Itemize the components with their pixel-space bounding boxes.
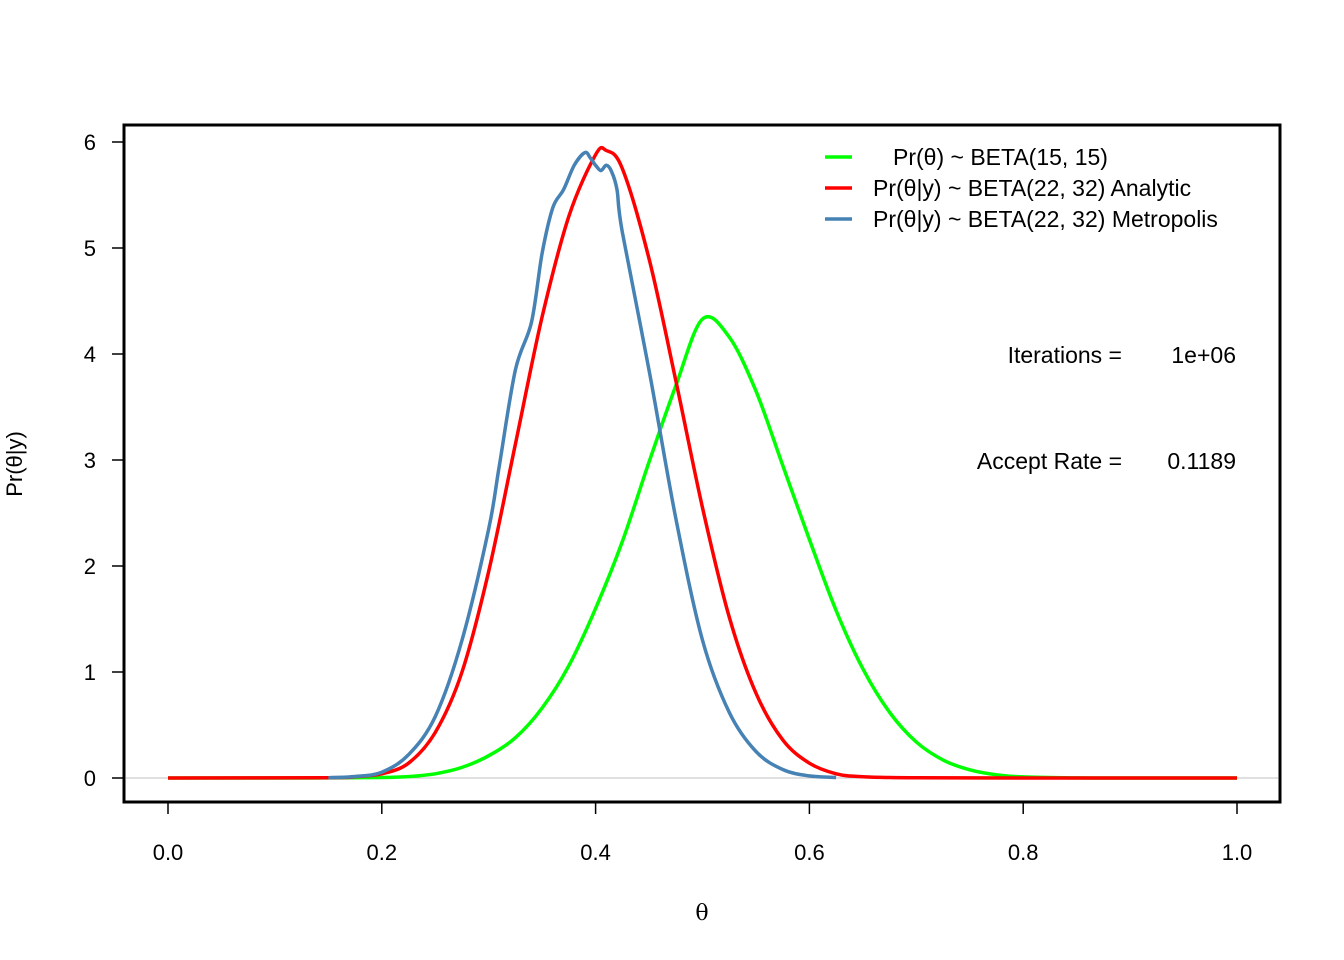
- series-posterior-metropolis: [328, 150, 837, 780]
- annotation-label: Accept Rate =: [977, 448, 1122, 474]
- legend-label: Pr(θ|y) ~ BETA(22, 32) Metropolis: [873, 206, 1218, 232]
- x-tick-label: 0.6: [794, 840, 825, 865]
- y-tick-label: 5: [84, 236, 96, 261]
- legend: Pr(θ) ~ BETA(15, 15) Pr(θ|y) ~ BETA(22, 3…: [825, 144, 1218, 232]
- legend-label: Pr(θ|y) ~ BETA(22, 32) Analytic: [873, 175, 1191, 201]
- series-prior-beta-15-15: [168, 314, 1237, 780]
- legend-item-analytic: Pr(θ|y) ~ BETA(22, 32) Analytic: [825, 175, 1191, 201]
- legend-item-metropolis: Pr(θ|y) ~ BETA(22, 32) Metropolis: [825, 206, 1218, 232]
- y-tick-label: 1: [84, 660, 96, 685]
- plot-frame: [122, 123, 1282, 804]
- series-group: [167, 145, 1237, 780]
- y-axis: 0 1 2 3 4 5 6: [84, 130, 124, 791]
- annotation-value: 0.1189: [1167, 448, 1236, 474]
- annotation-accept-rate: Accept Rate = 0.1189: [977, 448, 1236, 474]
- annotation-value: 1e+06: [1171, 342, 1236, 368]
- series-posterior-analytic: [167, 145, 1237, 780]
- y-tick-label: 0: [84, 766, 96, 791]
- y-tick-label: 3: [84, 448, 96, 473]
- x-tick-label: 0.8: [1008, 840, 1039, 865]
- x-tick-label: 0.2: [367, 840, 398, 865]
- x-tick-label: 1.0: [1222, 840, 1253, 865]
- y-tick-label: 4: [84, 342, 96, 367]
- y-tick-label: 2: [84, 554, 96, 579]
- annotation-label: Iterations =: [1008, 342, 1122, 368]
- legend-item-prior: Pr(θ) ~ BETA(15, 15): [825, 144, 1108, 170]
- x-tick-label: 0.0: [153, 840, 184, 865]
- x-axis-title: θ: [695, 901, 708, 926]
- x-axis: 0.0 0.2 0.4 0.6 0.8 1.0: [153, 802, 1253, 865]
- y-tick-label: 6: [84, 130, 96, 155]
- annotation-iterations: Iterations = 1e+06: [1008, 342, 1236, 368]
- y-axis-title: Pr(θ|y): [2, 431, 27, 497]
- x-tick-label: 0.4: [580, 840, 611, 865]
- annotations: Iterations = 1e+06 Accept Rate = 0.1189: [977, 342, 1236, 474]
- legend-label: Pr(θ) ~ BETA(15, 15): [893, 144, 1108, 170]
